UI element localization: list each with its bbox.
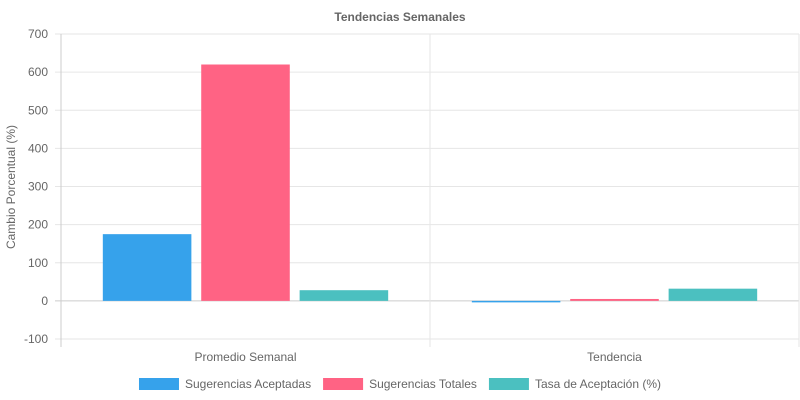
- bars: [102, 64, 758, 303]
- y-axis-ticks: 700 600 500 400 300 200 100 0 -100: [24, 27, 48, 346]
- bar[interactable]: [201, 64, 290, 301]
- bar[interactable]: [668, 288, 758, 301]
- legend-item[interactable]: Sugerencias Totales: [323, 377, 477, 391]
- y-tick-label: 200: [28, 218, 48, 232]
- y-axis-title: Cambio Porcentual (%): [4, 125, 18, 249]
- legend-swatch: [488, 378, 529, 390]
- legend-item[interactable]: Sugerencias Aceptadas: [138, 377, 311, 391]
- legend-label: Sugerencias Totales: [369, 377, 477, 391]
- y-tick-label: 700: [28, 27, 48, 41]
- y-tick-label: 0: [41, 294, 48, 308]
- x-axis-ticks: Promedio Semanal Tendencia: [194, 350, 642, 364]
- y-tick-label: 400: [28, 141, 48, 155]
- x-tick-label: Tendencia: [587, 350, 642, 364]
- y-tick-label: 600: [28, 65, 48, 79]
- y-tick-label: 100: [28, 256, 48, 270]
- bar[interactable]: [471, 300, 561, 303]
- y-tick-label: 500: [28, 103, 48, 117]
- legend-label: Tasa de Aceptación (%): [535, 377, 661, 391]
- y-tick-label: -100: [24, 332, 48, 346]
- chart-title: Tendencias Semanales: [334, 10, 466, 24]
- legend-label: Sugerencias Aceptadas: [185, 377, 311, 391]
- bar[interactable]: [570, 298, 659, 301]
- x-tick-label: Promedio Semanal: [194, 350, 296, 364]
- legend[interactable]: Sugerencias Aceptadas Sugerencias Totales…: [138, 377, 661, 391]
- legend-item[interactable]: Tasa de Aceptación (%): [488, 377, 661, 391]
- bar[interactable]: [299, 290, 389, 301]
- legend-swatch: [138, 378, 179, 390]
- legend-swatch: [323, 378, 364, 390]
- y-tick-label: 300: [28, 180, 48, 194]
- bar[interactable]: [102, 234, 192, 301]
